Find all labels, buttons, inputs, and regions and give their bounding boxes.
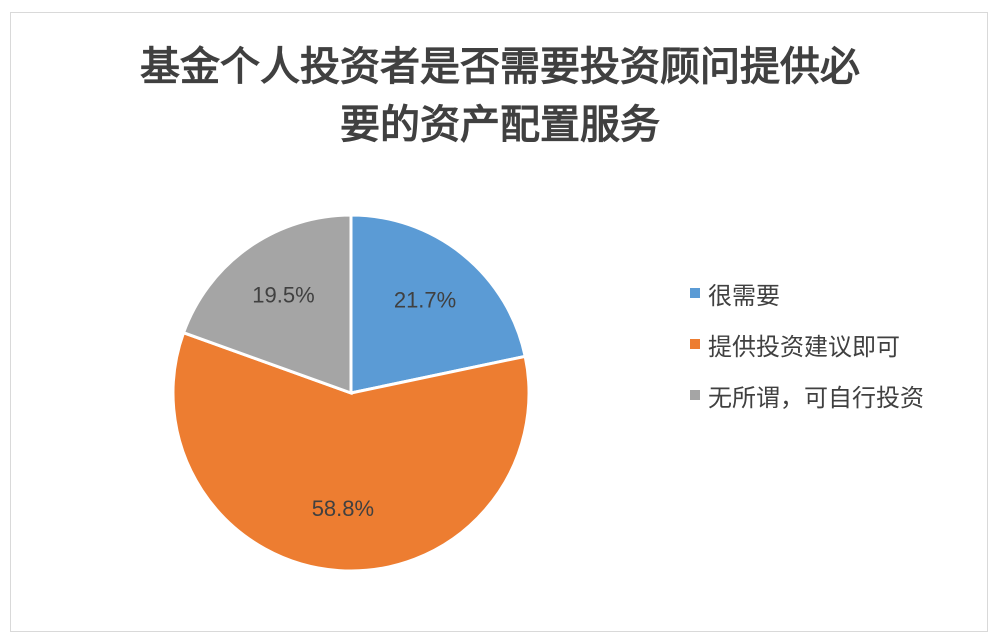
legend-swatch xyxy=(690,390,700,400)
legend-swatch xyxy=(690,288,700,298)
data-label-self-invest: 19.5% xyxy=(252,283,314,308)
legend: 很需要 提供投资建议即可 无所谓，可自行投资 xyxy=(690,275,924,428)
slice-self-invest xyxy=(181,213,353,396)
chart-title-line-2: 要的资产配置服务 xyxy=(340,102,660,148)
legend-item-self-invest: 无所谓，可自行投资 xyxy=(690,377,924,413)
slice-very-needed xyxy=(349,213,527,395)
legend-item-advice-enough: 提供投资建议即可 xyxy=(690,326,924,362)
legend-label: 很需要 xyxy=(708,281,780,310)
chart-title-line-1: 基金个人投资者是否需要投资顾问提供必 xyxy=(140,44,860,90)
chart-title: 基金个人投资者是否需要投资顾问提供必 要的资产配置服务 xyxy=(0,38,1000,154)
slice-advice-enough xyxy=(171,330,531,573)
legend-label: 无所谓，可自行投资 xyxy=(708,383,924,412)
legend-swatch xyxy=(690,339,700,349)
legend-label: 提供投资建议即可 xyxy=(708,332,900,361)
data-label-very-needed: 21.7% xyxy=(394,288,456,313)
data-label-advice-enough: 58.8% xyxy=(312,496,374,521)
legend-item-very-needed: 很需要 xyxy=(690,275,924,311)
